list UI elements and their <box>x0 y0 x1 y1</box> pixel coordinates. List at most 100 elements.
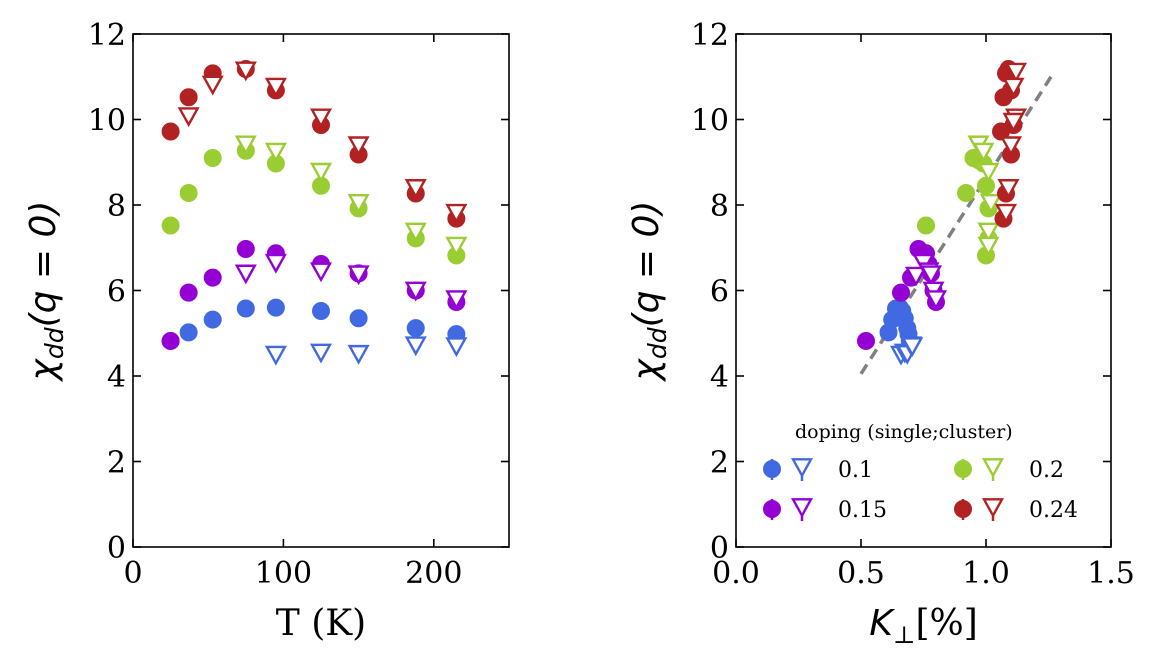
data-point <box>999 136 1023 157</box>
legend-marker-single <box>763 460 781 478</box>
y-tick-label: 0 <box>710 531 729 566</box>
series-0_2-cluster <box>234 135 468 257</box>
data-point <box>979 194 1003 214</box>
data-point <box>161 122 180 141</box>
data-point <box>857 331 875 350</box>
data-point <box>264 345 287 366</box>
data-point <box>177 107 200 128</box>
data-point <box>179 184 198 203</box>
data-point <box>1002 112 1025 133</box>
x-tick-label: 200 <box>405 556 462 591</box>
y-axis-label-main: χ <box>23 357 64 382</box>
x-axis-label: T (K) <box>276 603 366 644</box>
series-0_2-single <box>161 141 466 265</box>
x-tick-label: 1.0 <box>962 556 1010 591</box>
y-axis-label-rest: (q = 0) <box>23 201 64 328</box>
y-tick-label: 12 <box>691 18 729 53</box>
data-point <box>445 236 468 257</box>
data-point <box>994 203 1018 224</box>
y-tick-label: 8 <box>107 189 126 224</box>
y-axis-label-sub: dd <box>40 327 69 359</box>
data-point <box>179 88 198 107</box>
data-point <box>406 319 425 338</box>
x-tick-label: 0 <box>123 556 142 591</box>
data-point <box>892 283 910 302</box>
y-axis-label-rest: (q = 0) <box>626 201 667 328</box>
data-point <box>309 108 333 129</box>
series-0_15-cluster <box>904 253 948 311</box>
y-tick-label: 4 <box>107 360 126 395</box>
data-point <box>161 331 180 350</box>
data-point <box>997 179 1020 199</box>
data-point <box>203 268 222 287</box>
data-point <box>234 61 257 82</box>
data-point <box>1004 62 1028 83</box>
legend: doping (single;cluster) 0.1 0.2 0.15 0.24 <box>763 421 1078 523</box>
data-point <box>179 323 198 342</box>
y-tick-label: 8 <box>710 189 729 224</box>
data-point <box>924 290 948 311</box>
y-tick-label: 10 <box>691 104 729 139</box>
y-tick-label: 12 <box>88 18 126 53</box>
data-point <box>347 344 370 365</box>
y-axis-label: χdd(q = 0) <box>626 201 672 383</box>
data-point <box>917 216 935 235</box>
x-tick-label: 0.5 <box>837 556 885 591</box>
y-axis-label: χdd(q = 0) <box>23 201 69 383</box>
y-tick-label: 10 <box>88 104 126 139</box>
data-point <box>201 75 224 96</box>
data-point <box>266 298 285 317</box>
data-point <box>977 236 1000 257</box>
data-point <box>349 309 368 328</box>
x-tick-label: 100 <box>255 556 312 591</box>
series-0_1-single <box>161 298 466 350</box>
legend-marker-cluster <box>790 458 814 479</box>
data-point <box>1002 77 1025 98</box>
data-point <box>404 222 427 243</box>
data-point <box>234 135 257 156</box>
legend-entry: 0.1 <box>763 458 873 483</box>
y-tick-label: 0 <box>107 531 126 566</box>
y-tick-label: 6 <box>107 275 126 310</box>
data-point <box>347 194 370 214</box>
data-point <box>404 281 427 302</box>
series-0_24-cluster <box>177 61 468 224</box>
series-0_24-cluster <box>994 62 1028 224</box>
series-0_1-cluster <box>264 336 468 366</box>
legend-marker-single <box>954 500 972 518</box>
series-0_1-cluster <box>889 336 924 366</box>
y-axis-label-sub: dd <box>643 327 672 359</box>
data-point <box>404 179 427 199</box>
legend-label: 0.1 <box>838 458 873 483</box>
series-0_2-cluster <box>967 135 1003 257</box>
data-point <box>445 203 468 224</box>
data-point <box>977 162 1000 183</box>
data-point <box>179 283 198 302</box>
data-point <box>977 176 995 195</box>
data-point <box>264 142 287 163</box>
legend-entry: 0.15 <box>763 498 887 523</box>
x-tick-label: 0.0 <box>712 556 760 591</box>
legend-marker-single <box>763 500 781 518</box>
data-point <box>901 337 924 358</box>
data-point <box>203 148 222 167</box>
data-point <box>203 310 222 329</box>
data-point <box>264 77 287 98</box>
legend-label: 0.15 <box>838 498 887 523</box>
x-tick-label: 1.5 <box>1087 556 1135 591</box>
panel-left: 0 100 200 0 2 4 6 8 10 12 T (K) χdd(q = 0) <box>23 18 510 644</box>
data-point <box>309 162 333 183</box>
data-point <box>236 299 255 318</box>
y-axis-label-main: χ <box>626 357 667 382</box>
legend-title: doping (single;cluster) <box>795 421 1013 443</box>
x-axis-label-sub: ⊥ <box>893 621 916 649</box>
data-point <box>309 262 333 283</box>
data-point <box>404 336 427 357</box>
legend-marker-single <box>954 460 972 478</box>
data-point <box>977 222 1000 243</box>
legend-marker-cluster <box>981 458 1005 479</box>
data-point <box>347 265 370 286</box>
data-point <box>972 142 995 163</box>
legend-label: 0.24 <box>1029 498 1078 523</box>
